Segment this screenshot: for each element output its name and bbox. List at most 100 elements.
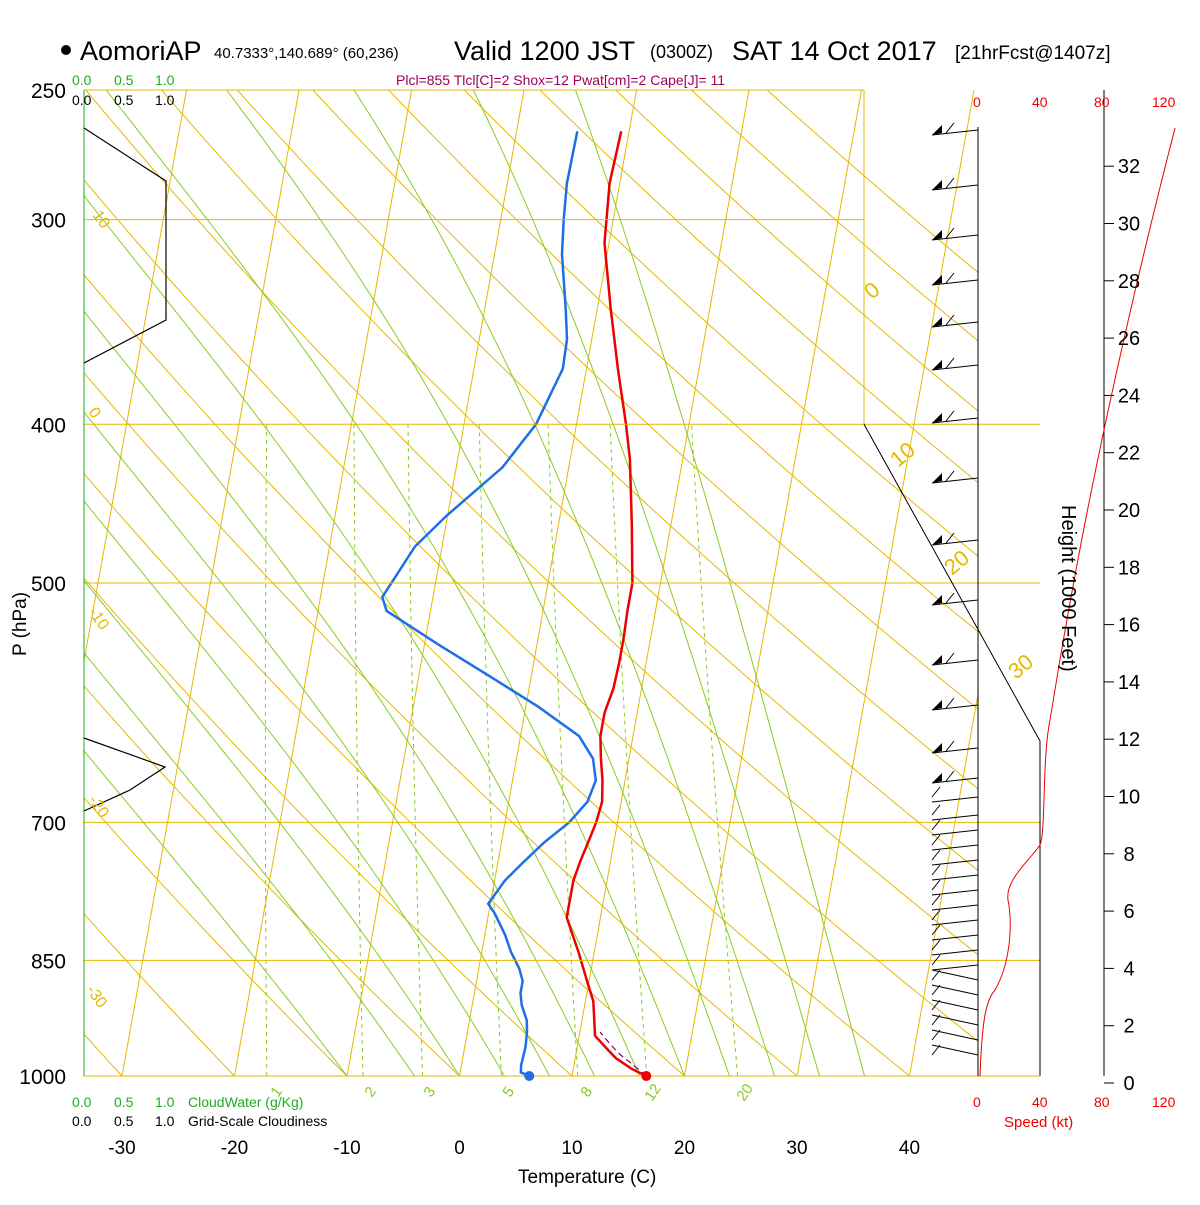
wind-barb xyxy=(931,1029,979,1041)
speed-top-1: 40 xyxy=(1032,94,1048,110)
wind-barb-staff xyxy=(931,129,979,136)
wind-barb-feather xyxy=(931,954,941,966)
dry-adiabat-line xyxy=(84,372,798,1076)
dry-adiabat-line xyxy=(84,913,236,1076)
temp-tick-label: 10 xyxy=(561,1138,582,1159)
wind-barb xyxy=(931,864,979,881)
speed-bot-1: 40 xyxy=(1032,1094,1048,1110)
wind-barb-feather xyxy=(945,770,955,782)
wind-barb xyxy=(931,924,979,941)
isotherm-label: 0 xyxy=(85,405,104,422)
wind-barb-feather xyxy=(931,984,941,996)
dry-adiabat-line xyxy=(84,797,348,1076)
isotherm-label: -10 xyxy=(85,605,112,634)
dry-adiabat-line xyxy=(387,90,978,633)
temp-tick-label: -20 xyxy=(221,1138,248,1159)
wind-barb-feather xyxy=(945,592,955,604)
mixing-ratio-line xyxy=(264,424,268,1076)
wind-barb-pennant xyxy=(932,360,942,370)
valid-z: (0300Z) xyxy=(650,42,713,62)
height-tick-label: 18 xyxy=(1118,557,1140,579)
speed-top-3: 120 xyxy=(1152,94,1176,110)
mixing-ratio-line xyxy=(407,424,423,1076)
height-tick-label: 14 xyxy=(1118,672,1140,694)
speed-label: Speed (kt) xyxy=(1004,1114,1073,1131)
temp-tick-label: -30 xyxy=(108,1138,135,1159)
wind-barb-staff xyxy=(931,969,979,981)
wind-barb-feather xyxy=(931,786,941,798)
wind-barb-feather xyxy=(945,470,955,482)
wind-barb-staff xyxy=(931,477,979,484)
station-dot-icon xyxy=(61,45,71,55)
dry-adiabat-line xyxy=(236,90,978,790)
wind-barb-feather xyxy=(945,357,955,369)
wind-barb xyxy=(931,532,979,546)
mixing-ratio-label: 5 xyxy=(499,1084,518,1101)
cloud-bot-black-1: 0.5 xyxy=(114,1113,134,1129)
wind-barb-feather xyxy=(931,924,941,936)
wind-barb-pennant xyxy=(932,180,942,190)
cloud-top-green-2: 1.0 xyxy=(155,72,175,88)
wind-barb-staff xyxy=(931,704,979,711)
dry-adiabat-line xyxy=(85,90,978,956)
wind-barb-staff xyxy=(931,889,979,896)
cloudiness-label: Grid-Scale Cloudiness xyxy=(188,1113,327,1129)
dry-adiabat-line xyxy=(463,90,978,557)
moist-adiabat-line xyxy=(84,500,505,1076)
wind-barb-staff xyxy=(931,796,979,803)
mixing-ratio-line xyxy=(478,424,502,1076)
cloud-bot-black-0: 0.0 xyxy=(72,1113,92,1129)
wind-barb-feather xyxy=(931,909,941,921)
wind-barb xyxy=(931,272,979,286)
temp-tick-label: 0 xyxy=(454,1138,465,1159)
height-axis-title: Height (1000 Feet) xyxy=(1057,505,1079,672)
dry-adiabat-line xyxy=(84,472,686,1076)
params-line: Plcl=855 Tlcl[C]=2 Shox=12 Pwat[cm]=2 Ca… xyxy=(396,72,725,88)
wind-barb-feather xyxy=(931,804,941,816)
wind-barb-staff xyxy=(931,904,979,911)
wind-barb-feather xyxy=(945,740,955,752)
speed-bot-3: 120 xyxy=(1152,1094,1176,1110)
dry-adiabat-line xyxy=(160,90,978,872)
wind-barb xyxy=(931,834,979,851)
height-tick-label: 22 xyxy=(1118,443,1140,465)
height-tick-label: 28 xyxy=(1118,271,1140,293)
mixing-ratio-label: 20 xyxy=(733,1081,756,1104)
wind-barb-pennant xyxy=(932,317,942,327)
wind-barb-feather xyxy=(945,652,955,664)
x-axis-title: Temperature (C) xyxy=(518,1167,656,1188)
wind-barb xyxy=(931,357,979,371)
wind-barb-staff xyxy=(931,934,979,941)
speed-bot-2: 80 xyxy=(1094,1094,1110,1110)
temp-tick-label: 30 xyxy=(786,1138,807,1159)
cloud-bot-black-2: 1.0 xyxy=(155,1113,175,1129)
isotherm-label: 30 xyxy=(1003,649,1038,684)
moist-adiabat-line xyxy=(472,90,820,1076)
wind-barb xyxy=(931,954,979,971)
wind-barb-staff xyxy=(931,659,979,666)
wind-barb-feather xyxy=(931,969,941,981)
temperature-line xyxy=(565,131,647,1076)
wind-barb xyxy=(931,652,979,666)
moist-adiabat-line xyxy=(84,580,460,1076)
wind-barb-staff xyxy=(931,184,979,191)
wind-barb-staff xyxy=(931,949,979,956)
mixing-ratio-line xyxy=(353,424,364,1076)
wind-barb-feather xyxy=(945,410,955,422)
wind-barb-pennant xyxy=(932,275,942,285)
valid-date: SAT 14 Oct 2017 xyxy=(732,36,937,66)
pressure-tick-label: 1000 xyxy=(19,1066,66,1089)
pressure-tick-label: 700 xyxy=(31,812,66,835)
wind-barb-staff xyxy=(931,417,979,424)
wind-barb xyxy=(931,1044,979,1056)
wind-barb-pennant xyxy=(932,595,942,605)
wind-barb-pennant xyxy=(932,230,942,240)
cloudiness-profile-upper xyxy=(83,127,167,364)
wind-barb-pennant xyxy=(932,473,942,483)
cloud-top-green-1: 0.5 xyxy=(114,72,134,88)
wind-barb xyxy=(931,1014,979,1026)
wind-barb-feather xyxy=(945,532,955,544)
dry-adiabat-line xyxy=(614,90,978,412)
pressure-tick-label: 250 xyxy=(31,80,66,103)
